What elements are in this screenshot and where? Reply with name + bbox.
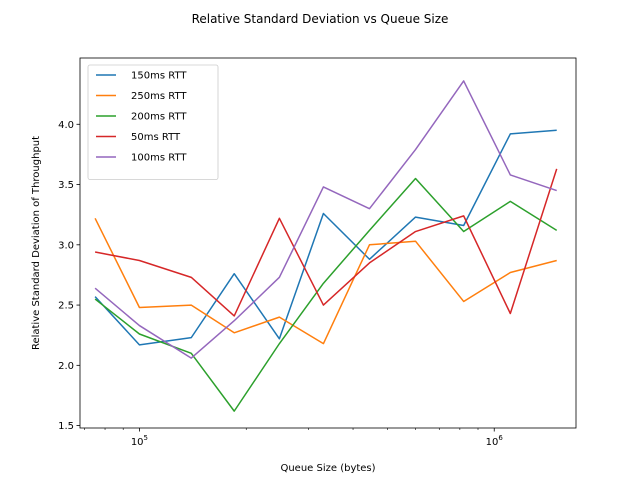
legend-box [87, 64, 219, 180]
x-axis-label: Queue Size (bytes) [280, 463, 375, 474]
legend-label-1: 250ms RTT [131, 91, 187, 102]
series-layer [94, 80, 558, 412]
y-axis-label: Relative Standard Deviation of Throughpu… [31, 136, 42, 350]
x-tick-label: 105 [131, 434, 148, 448]
legend-label-0: 150ms RTT [131, 71, 187, 82]
series-line-3 [94, 168, 558, 317]
y-tick-label: 4.0 [58, 120, 74, 131]
axis-layer: 1.5 2.0 2.5 3.0 3.5 4.0 105 106 [58, 57, 577, 448]
series-line-4 [94, 80, 557, 359]
legend-label-3: 50ms RTT [131, 132, 181, 143]
series-line-0 [94, 129, 557, 346]
y-tick-label: 1.5 [58, 421, 74, 432]
x-tick-label: 106 [486, 434, 504, 448]
y-tick-label: 2.5 [58, 301, 74, 312]
series-line-1 [94, 217, 557, 345]
axes-frame [79, 57, 577, 429]
legend: 150ms RTT 250ms RTT 200ms RTT 50ms RTT 100ms… [87, 64, 219, 180]
chart-title: Relative Standard Deviation vs Queue Siz… [192, 12, 449, 26]
legend-label-2: 200ms RTT [131, 112, 187, 123]
y-tick-label: 3.0 [58, 240, 74, 251]
y-tick-label: 2.0 [58, 361, 74, 372]
legend-label-4: 100ms RTT [131, 153, 187, 164]
y-tick-label: 3.5 [58, 180, 74, 191]
